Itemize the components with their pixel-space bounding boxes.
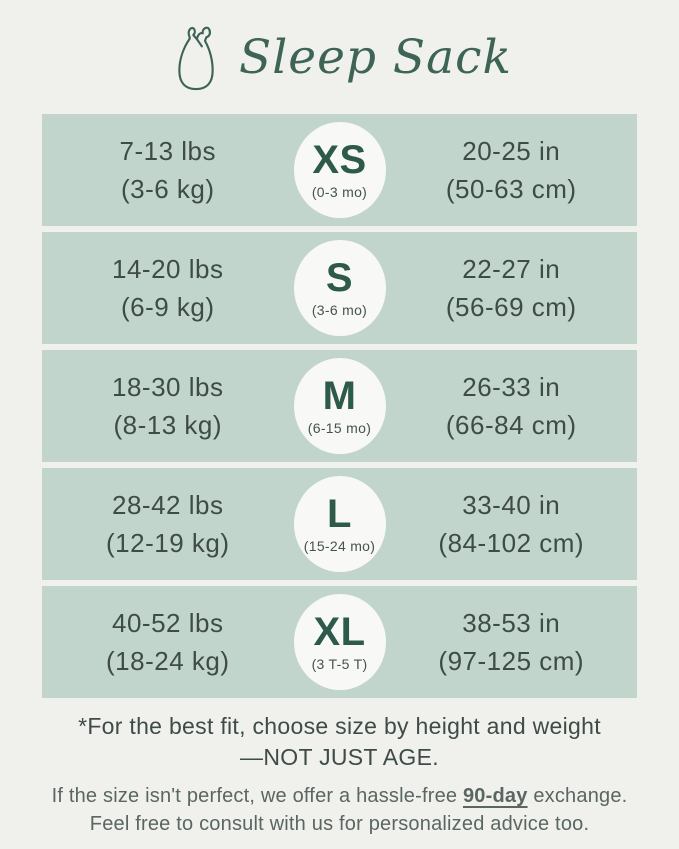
fit-note: *For the best fit, choose size by height… bbox=[0, 711, 679, 773]
size-badge: M (6-15 mo) bbox=[293, 358, 386, 454]
age-range-text: (3 T-5 T) bbox=[311, 656, 368, 672]
size-letter: XS bbox=[312, 138, 367, 182]
height-in-text: 38-53 in bbox=[462, 608, 561, 638]
size-letter: M bbox=[322, 374, 357, 418]
weight-cell: 18-30 lbs (8-13 kg) bbox=[42, 368, 294, 444]
height-in-text: 20-25 in bbox=[462, 136, 561, 166]
weight-lbs-text: 7-13 lbs bbox=[119, 136, 216, 166]
size-row-xs: 7-13 lbs (3-6 kg) XS (0-3 mo) 20-25 in (… bbox=[42, 114, 637, 226]
height-cm-text: (97-125 cm) bbox=[438, 646, 585, 676]
weight-lbs-text: 14-20 lbs bbox=[112, 254, 224, 284]
size-badge: L (15-24 mo) bbox=[293, 476, 386, 572]
size-letter: S bbox=[325, 256, 354, 300]
height-cell: 33-40 in (84-102 cm) bbox=[386, 486, 638, 562]
advice-text: Feel free to consult with us for persona… bbox=[89, 813, 590, 835]
size-badge: XS (0-3 mo) bbox=[293, 122, 386, 218]
height-cm-text: (66-84 cm) bbox=[445, 410, 577, 440]
age-range-text: (6-15 mo) bbox=[307, 420, 372, 436]
weight-kg-text: (12-19 kg) bbox=[106, 528, 230, 558]
weight-kg-text: (18-24 kg) bbox=[106, 646, 230, 676]
size-row-xl: 40-52 lbs (18-24 kg) XL (3 T-5 T) 38-53 … bbox=[42, 586, 637, 698]
size-badge: XL (3 T-5 T) bbox=[293, 594, 386, 690]
weight-cell: 40-52 lbs (18-24 kg) bbox=[42, 604, 294, 680]
header: Sleep Sack bbox=[0, 0, 679, 114]
size-row-s: 14-20 lbs (6-9 kg) S (3-6 mo) 22-27 in (… bbox=[42, 232, 637, 344]
size-letter: XL bbox=[313, 610, 366, 654]
ninety-day-highlight: 90-day bbox=[462, 785, 528, 807]
weight-lbs-text: 18-30 lbs bbox=[112, 372, 224, 402]
weight-kg-text: (3-6 kg) bbox=[120, 174, 215, 204]
size-badge: S (3-6 mo) bbox=[293, 240, 386, 336]
weight-cell: 28-42 lbs (12-19 kg) bbox=[42, 486, 294, 562]
weight-kg-text: (6-9 kg) bbox=[120, 292, 215, 322]
sleep-sack-icon bbox=[178, 26, 214, 91]
height-in-text: 22-27 in bbox=[462, 254, 561, 284]
height-in-text: 26-33 in bbox=[462, 372, 561, 402]
weight-cell: 14-20 lbs (6-9 kg) bbox=[42, 250, 294, 326]
size-table: 7-13 lbs (3-6 kg) XS (0-3 mo) 20-25 in (… bbox=[42, 114, 637, 698]
height-cm-text: (84-102 cm) bbox=[438, 528, 585, 558]
size-letter: L bbox=[327, 492, 352, 536]
age-range-text: (0-3 mo) bbox=[311, 184, 368, 200]
age-range-text: (3-6 mo) bbox=[311, 302, 368, 318]
size-row-l: 28-42 lbs (12-19 kg) L (15-24 mo) 33-40 … bbox=[42, 468, 637, 580]
weight-cell: 7-13 lbs (3-6 kg) bbox=[42, 132, 294, 208]
height-cm-text: (50-63 cm) bbox=[445, 174, 577, 204]
exchange-line: If the size isn't perfect, we offer a ha… bbox=[0, 782, 679, 810]
age-range-text: (15-24 mo) bbox=[303, 538, 376, 554]
weight-lbs-text: 40-52 lbs bbox=[112, 608, 224, 638]
exchange-suffix-text: exchange. bbox=[527, 785, 628, 807]
size-row-m: 18-30 lbs (8-13 kg) M (6-15 mo) 26-33 in… bbox=[42, 350, 637, 462]
weight-lbs-text: 28-42 lbs bbox=[112, 490, 224, 520]
height-cell: 38-53 in (97-125 cm) bbox=[386, 604, 638, 680]
height-cell: 26-33 in (66-84 cm) bbox=[386, 368, 638, 444]
page-title: Sleep Sack bbox=[239, 29, 512, 85]
weight-kg-text: (8-13 kg) bbox=[113, 410, 223, 440]
height-cell: 22-27 in (56-69 cm) bbox=[386, 250, 638, 326]
footer: *For the best fit, choose size by height… bbox=[0, 711, 679, 838]
height-in-text: 33-40 in bbox=[462, 490, 561, 520]
height-cell: 20-25 in (50-63 cm) bbox=[386, 132, 638, 208]
fit-note-line2: —NOT JUST AGE. bbox=[240, 744, 439, 770]
exchange-prefix-text: If the size isn't perfect, we offer a ha… bbox=[51, 785, 463, 807]
exchange-note: If the size isn't perfect, we offer a ha… bbox=[0, 782, 679, 838]
height-cm-text: (56-69 cm) bbox=[445, 292, 577, 322]
fit-note-line1: *For the best fit, choose size by height… bbox=[78, 713, 601, 739]
